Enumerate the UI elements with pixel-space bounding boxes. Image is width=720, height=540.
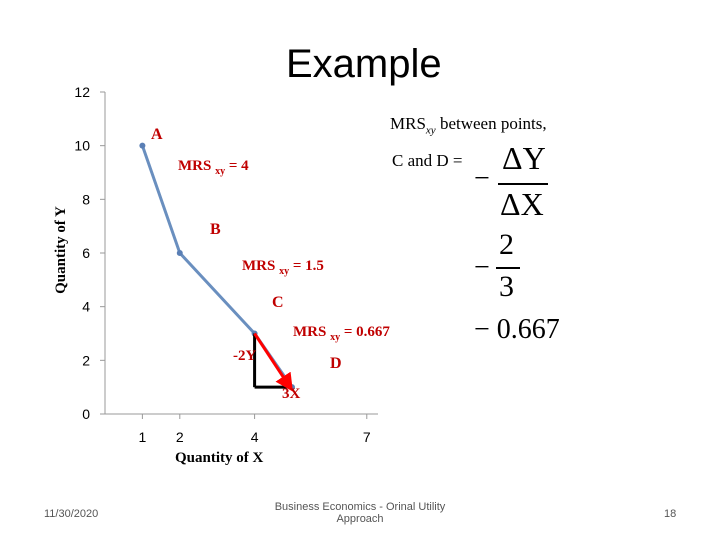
change-x-label: 3X xyxy=(282,386,301,402)
point-marker-b xyxy=(176,250,183,256)
mrs-annotation-ab: MRS xy = 4 xyxy=(178,158,249,177)
mrs-ab-prefix: MRS xyxy=(178,158,212,174)
side-note-line2: C and D = xyxy=(392,151,463,170)
y-tick-label: 4 xyxy=(82,299,90,315)
side-note-suffix: between points, xyxy=(435,114,547,133)
mrs-annotation-cd: MRS xy = 0.667 xyxy=(293,324,390,343)
x-tick-label: 7 xyxy=(363,429,371,445)
mrs-bc-sub: xy xyxy=(279,266,290,277)
y-tick-label: 8 xyxy=(82,191,90,207)
fraction-1-denominator: ΔX xyxy=(500,186,544,222)
footer-course-line1: Business Economics - Orinal Utility xyxy=(274,501,446,513)
y-tick-label: 6 xyxy=(82,245,90,261)
footer-course: Business Economics - Orinal Utility Appr… xyxy=(250,501,470,525)
x-tick-label: 2 xyxy=(176,429,184,445)
change-y-label: -2Y xyxy=(233,348,257,364)
result-value: − 0.667 xyxy=(474,314,560,345)
fraction-1-numerator: ΔY xyxy=(502,140,546,176)
y-tick-label: 10 xyxy=(74,138,90,154)
slide-title: Example xyxy=(286,42,442,86)
point-label-d: D xyxy=(330,355,342,372)
mrs-ab-suffix: = 4 xyxy=(228,158,249,174)
side-note-line1: MRSxy between points, xyxy=(390,114,547,136)
cd-arrow xyxy=(253,332,293,392)
mrs-bc-prefix: MRS xyxy=(242,258,276,274)
fraction-2-sign: − xyxy=(474,252,490,283)
point-label-b: B xyxy=(210,221,221,238)
point-marker-a xyxy=(139,142,146,149)
fraction-2-denominator: 3 xyxy=(499,270,514,303)
mrs-annotation-bc: MRS xy = 1.5 xyxy=(242,258,324,277)
y-tick-label: 0 xyxy=(82,406,90,422)
y-axis-label: Quantity of Y xyxy=(53,206,69,294)
mrs-cd-prefix: MRS xyxy=(293,324,327,340)
y-tick-label: 12 xyxy=(74,84,90,100)
x-axis-label: Quantity of X xyxy=(175,450,264,466)
mrs-ab-sub: xy xyxy=(215,166,226,177)
mrs-cd-suffix: = 0.667 xyxy=(343,324,390,340)
side-note-sub: xy xyxy=(425,124,436,137)
footer-date: 11/30/2020 xyxy=(44,508,99,520)
fraction-1-bar xyxy=(498,183,548,185)
side-note-prefix: MRS xyxy=(390,114,426,133)
fraction-2-bar xyxy=(496,267,520,269)
x-tick-label: 4 xyxy=(251,429,259,445)
x-tick-label: 1 xyxy=(138,429,146,445)
point-label-c: C xyxy=(272,294,284,311)
mrs-bc-suffix: = 1.5 xyxy=(292,258,324,274)
footer-course-line2: Approach xyxy=(336,513,384,525)
y-tick-label: 2 xyxy=(82,352,90,368)
mrs-cd-sub: xy xyxy=(330,332,341,343)
fraction-1-sign: − xyxy=(474,163,490,194)
page-number: 18 xyxy=(664,508,677,520)
point-label-a: A xyxy=(151,126,163,143)
fraction-2-numerator: 2 xyxy=(499,228,514,261)
